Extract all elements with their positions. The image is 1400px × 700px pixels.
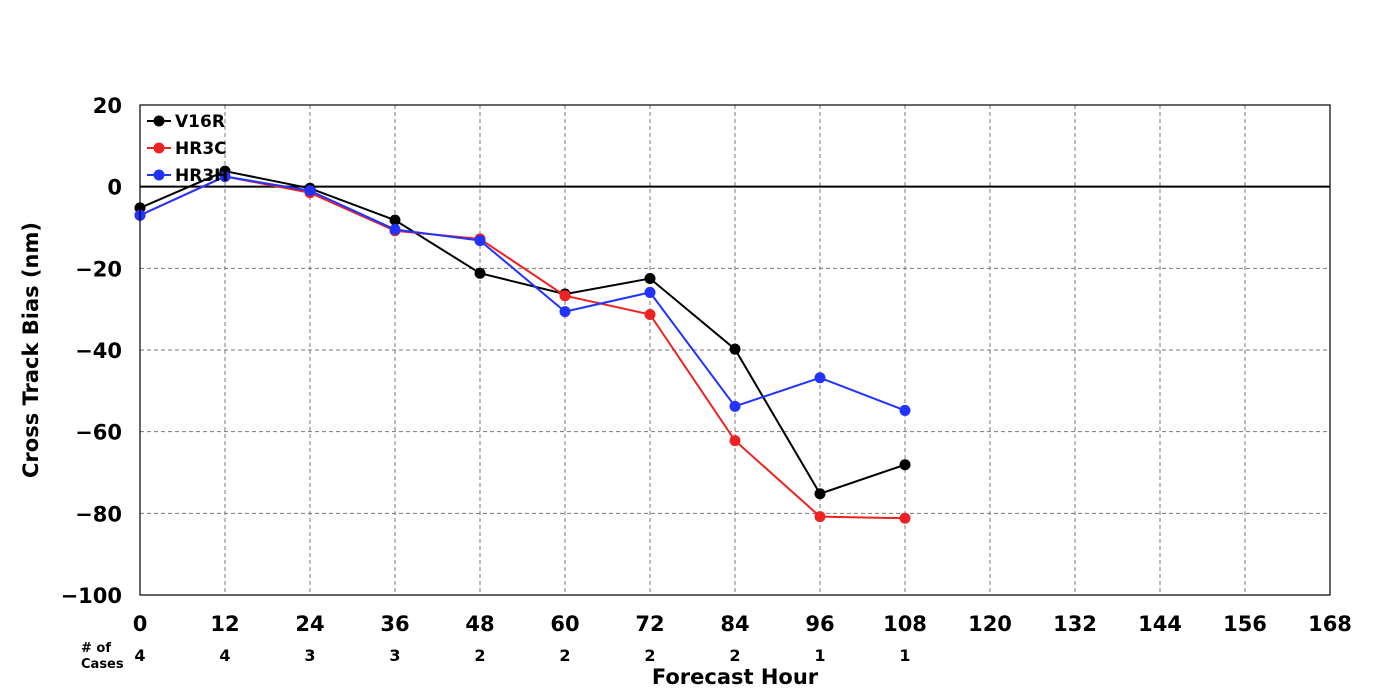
plot-frame xyxy=(139,104,1331,596)
series-v16r xyxy=(134,165,911,500)
data-point-v16r xyxy=(814,488,826,500)
legend-item-v16r: V16R xyxy=(147,112,225,132)
data-point-v16r xyxy=(474,267,486,279)
cases-row-label: Cases xyxy=(81,657,124,672)
cases-count: 4 xyxy=(219,646,230,665)
data-point-hr3c xyxy=(559,290,571,302)
series-layer xyxy=(134,165,911,524)
legend-marker xyxy=(153,115,165,127)
legend-label: V16R xyxy=(175,112,225,132)
y-tick-label: −40 xyxy=(75,339,122,363)
cases-count: 2 xyxy=(729,646,740,665)
data-point-hr3h xyxy=(559,306,571,318)
cases-row-label: # of xyxy=(81,641,111,656)
data-point-v16r xyxy=(729,343,741,355)
x-tick-label: 132 xyxy=(1053,612,1097,636)
cases-count: 2 xyxy=(474,646,485,665)
data-point-v16r xyxy=(644,273,656,285)
data-point-hr3h xyxy=(729,400,741,412)
x-tick-label: 12 xyxy=(210,612,239,636)
legend: V16R HR3C HR3H xyxy=(147,112,228,186)
data-point-hr3h xyxy=(899,404,911,416)
y-tick-labels: 20 0 −20 −40 −60 −80 −100 xyxy=(61,94,122,608)
data-point-hr3c xyxy=(899,512,911,524)
legend-label: HR3H xyxy=(175,166,228,186)
cases-count: 2 xyxy=(644,646,655,665)
y-tick-label: −100 xyxy=(61,584,122,608)
x-axis-title: Forecast Hour xyxy=(652,665,819,689)
cases-count: 4 xyxy=(134,646,145,665)
cases-count: 1 xyxy=(814,646,825,665)
x-tick-label: 108 xyxy=(883,612,927,636)
series-hr3h xyxy=(134,170,911,416)
series-line-hr3h xyxy=(139,175,906,412)
y-tick-label: −80 xyxy=(75,502,122,526)
legend-label: HR3C xyxy=(175,139,227,159)
x-tick-label: 144 xyxy=(1138,612,1182,636)
series-line-hr3c xyxy=(139,175,906,520)
x-tick-label: 156 xyxy=(1223,612,1267,636)
x-tick-label: 168 xyxy=(1308,612,1352,636)
x-tick-label: 36 xyxy=(380,612,409,636)
legend-marker xyxy=(153,142,165,154)
x-tick-label: 120 xyxy=(968,612,1012,636)
y-axis-title: Cross Track Bias (nm) xyxy=(19,222,43,478)
legend-item-hr3c: HR3C xyxy=(147,139,227,159)
data-point-hr3h xyxy=(389,224,401,236)
data-point-hr3c xyxy=(644,308,656,320)
x-tick-label: 60 xyxy=(550,612,579,636)
data-point-v16r xyxy=(899,459,911,471)
cases-count: 2 xyxy=(559,646,570,665)
series-hr3c xyxy=(134,170,911,524)
x-tick-labels: 0 12 24 36 48 60 72 84 96 108 120 132 144 156 168 xyxy=(133,612,1352,636)
data-point-hr3c xyxy=(729,435,741,447)
y-tick-label: 20 xyxy=(93,94,122,118)
data-point-hr3h xyxy=(474,235,486,247)
cases-count: 3 xyxy=(389,646,400,665)
data-point-hr3c xyxy=(814,511,826,523)
data-point-hr3h xyxy=(644,286,656,298)
y-tick-label: −20 xyxy=(75,257,122,281)
cases-count: 3 xyxy=(304,646,315,665)
x-tick-label: 48 xyxy=(465,612,494,636)
x-tick-label: 72 xyxy=(635,612,664,636)
data-point-hr3h xyxy=(219,170,231,182)
x-tick-label: 84 xyxy=(720,612,749,636)
x-tick-label: 96 xyxy=(805,612,834,636)
y-tick-label: −60 xyxy=(75,421,122,445)
series-line-v16r xyxy=(139,170,906,495)
legend-marker xyxy=(153,169,165,181)
y-tick-label: 0 xyxy=(107,176,122,200)
x-tick-label: 0 xyxy=(133,612,148,636)
legend-item-hr3h: HR3H xyxy=(147,166,228,186)
data-point-v16r xyxy=(389,214,401,226)
cases-count: 1 xyxy=(899,646,910,665)
x-tick-label: 24 xyxy=(295,612,324,636)
data-point-hr3h xyxy=(304,185,316,197)
data-point-hr3h xyxy=(814,372,826,384)
